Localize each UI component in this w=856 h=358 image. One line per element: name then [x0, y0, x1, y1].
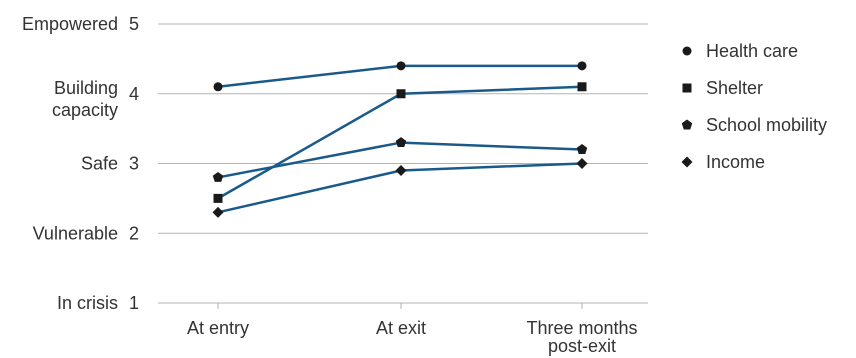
- y-axis-tick-labels: 1 In crisis 2 Vulnerable 3 Safe 4 Building capac…: [22, 14, 139, 313]
- point-shelter-three-months-post-exit: [577, 82, 587, 92]
- legend-item-income: Income: [681, 152, 765, 172]
- x-tick-label-at-entry: At entry: [187, 318, 249, 338]
- grid-lines: [158, 23, 648, 304]
- legend-marker-school-mobility: [681, 119, 693, 130]
- series-school-mobility: [212, 137, 588, 182]
- legend-item-health-care: Health care: [682, 41, 798, 61]
- legend-marker-shelter: [682, 83, 692, 93]
- legend-marker-health-care: [682, 46, 692, 56]
- series-income: [212, 158, 588, 218]
- legend-label-income: Income: [706, 152, 765, 172]
- point-school-mobility-at-entry: [212, 171, 224, 182]
- legend-marker-income: [681, 156, 693, 168]
- legend-item-school-mobility: School mobility: [681, 115, 827, 135]
- y-tick-number-1: 1: [129, 293, 139, 313]
- x-axis-tick-labels: At entry At exit Three months post-exit: [187, 303, 638, 356]
- x-tick-label-three-months-post-exit: Three months post-exit: [526, 318, 637, 356]
- y-tick-number-3: 3: [129, 154, 139, 174]
- y-tick-label-in-crisis: In crisis: [57, 293, 118, 313]
- legend-item-shelter: Shelter: [682, 78, 763, 98]
- y-tick-label-building-capacity: Building capacity: [52, 78, 118, 120]
- y-tick-label-empowered: Empowered: [22, 14, 118, 34]
- series-shelter: [213, 82, 587, 203]
- point-income-at-exit: [395, 164, 407, 176]
- series-health-care: [213, 61, 587, 92]
- x-tick-label-at-exit: At exit: [376, 318, 426, 338]
- point-school-mobility-at-exit: [395, 137, 407, 148]
- legend-label-health-care: Health care: [706, 41, 798, 61]
- point-income-at-entry: [212, 206, 224, 218]
- y-tick-number-4: 4: [129, 84, 139, 104]
- point-income-three-months-post-exit: [576, 158, 588, 169]
- point-health-care-at-entry: [213, 82, 223, 92]
- y-tick-label-safe: Safe: [81, 154, 118, 174]
- y-tick-label-vulnerable: Vulnerable: [33, 223, 118, 243]
- legend-label-shelter: Shelter: [706, 78, 763, 98]
- point-health-care-three-months-post-exit: [577, 61, 587, 71]
- point-school-mobility-three-months-post-exit: [576, 144, 588, 154]
- y-tick-number-2: 2: [129, 223, 139, 243]
- legend-label-school-mobility: School mobility: [706, 115, 827, 135]
- series-group: [212, 61, 588, 218]
- point-health-care-at-exit: [396, 61, 406, 71]
- point-shelter-at-exit: [396, 89, 406, 99]
- legend: Health care Shelter School mobility Income: [681, 41, 827, 172]
- point-shelter-at-entry: [213, 193, 223, 203]
- y-tick-number-5: 5: [129, 14, 139, 34]
